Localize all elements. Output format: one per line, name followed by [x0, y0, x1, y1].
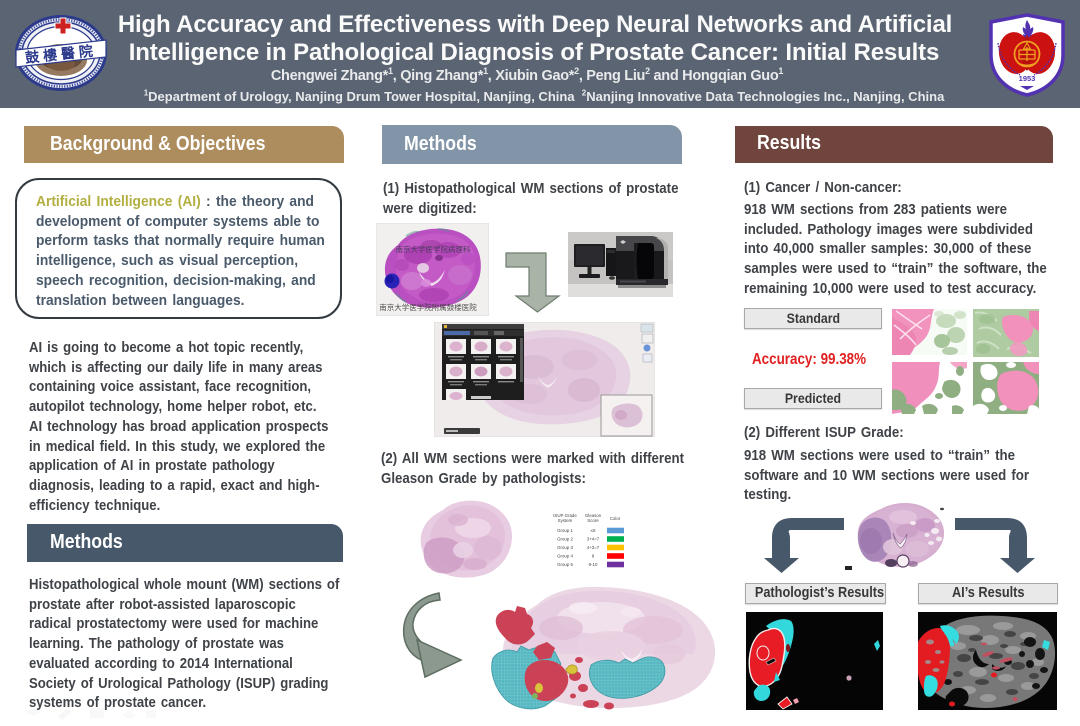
- svg-text:南京大学医学院附属鼓楼医院: 南京大学医学院附属鼓楼医院: [379, 302, 477, 312]
- svg-text:Group 3: Group 3: [557, 545, 573, 550]
- svg-text:3+4=7: 3+4=7: [587, 537, 600, 542]
- svg-text:Group 5: Group 5: [557, 562, 573, 567]
- svg-text:Score: Score: [587, 518, 599, 523]
- svg-text:Group 1: Group 1: [557, 528, 573, 533]
- svg-text:9-10: 9-10: [589, 562, 598, 567]
- svg-text:8: 8: [592, 554, 595, 559]
- svg-text:4+3=7: 4+3=7: [587, 545, 600, 550]
- svg-text:≤6: ≤6: [591, 528, 596, 533]
- svg-text:Color: Color: [610, 516, 621, 521]
- svg-text:鼓樓醫院: 鼓樓醫院: [24, 42, 97, 65]
- svg-text:Group 4: Group 4: [557, 554, 573, 559]
- svg-text:南京大学医学院病理科: 南京大学医学院病理科: [396, 244, 471, 254]
- svg-text:1953: 1953: [1019, 74, 1036, 83]
- svg-text:System: System: [558, 518, 573, 523]
- svg-text:Gleason: Gleason: [585, 513, 602, 518]
- svg-text:Group 2: Group 2: [557, 537, 573, 542]
- svg-text:ISUP Grade: ISUP Grade: [553, 513, 577, 518]
